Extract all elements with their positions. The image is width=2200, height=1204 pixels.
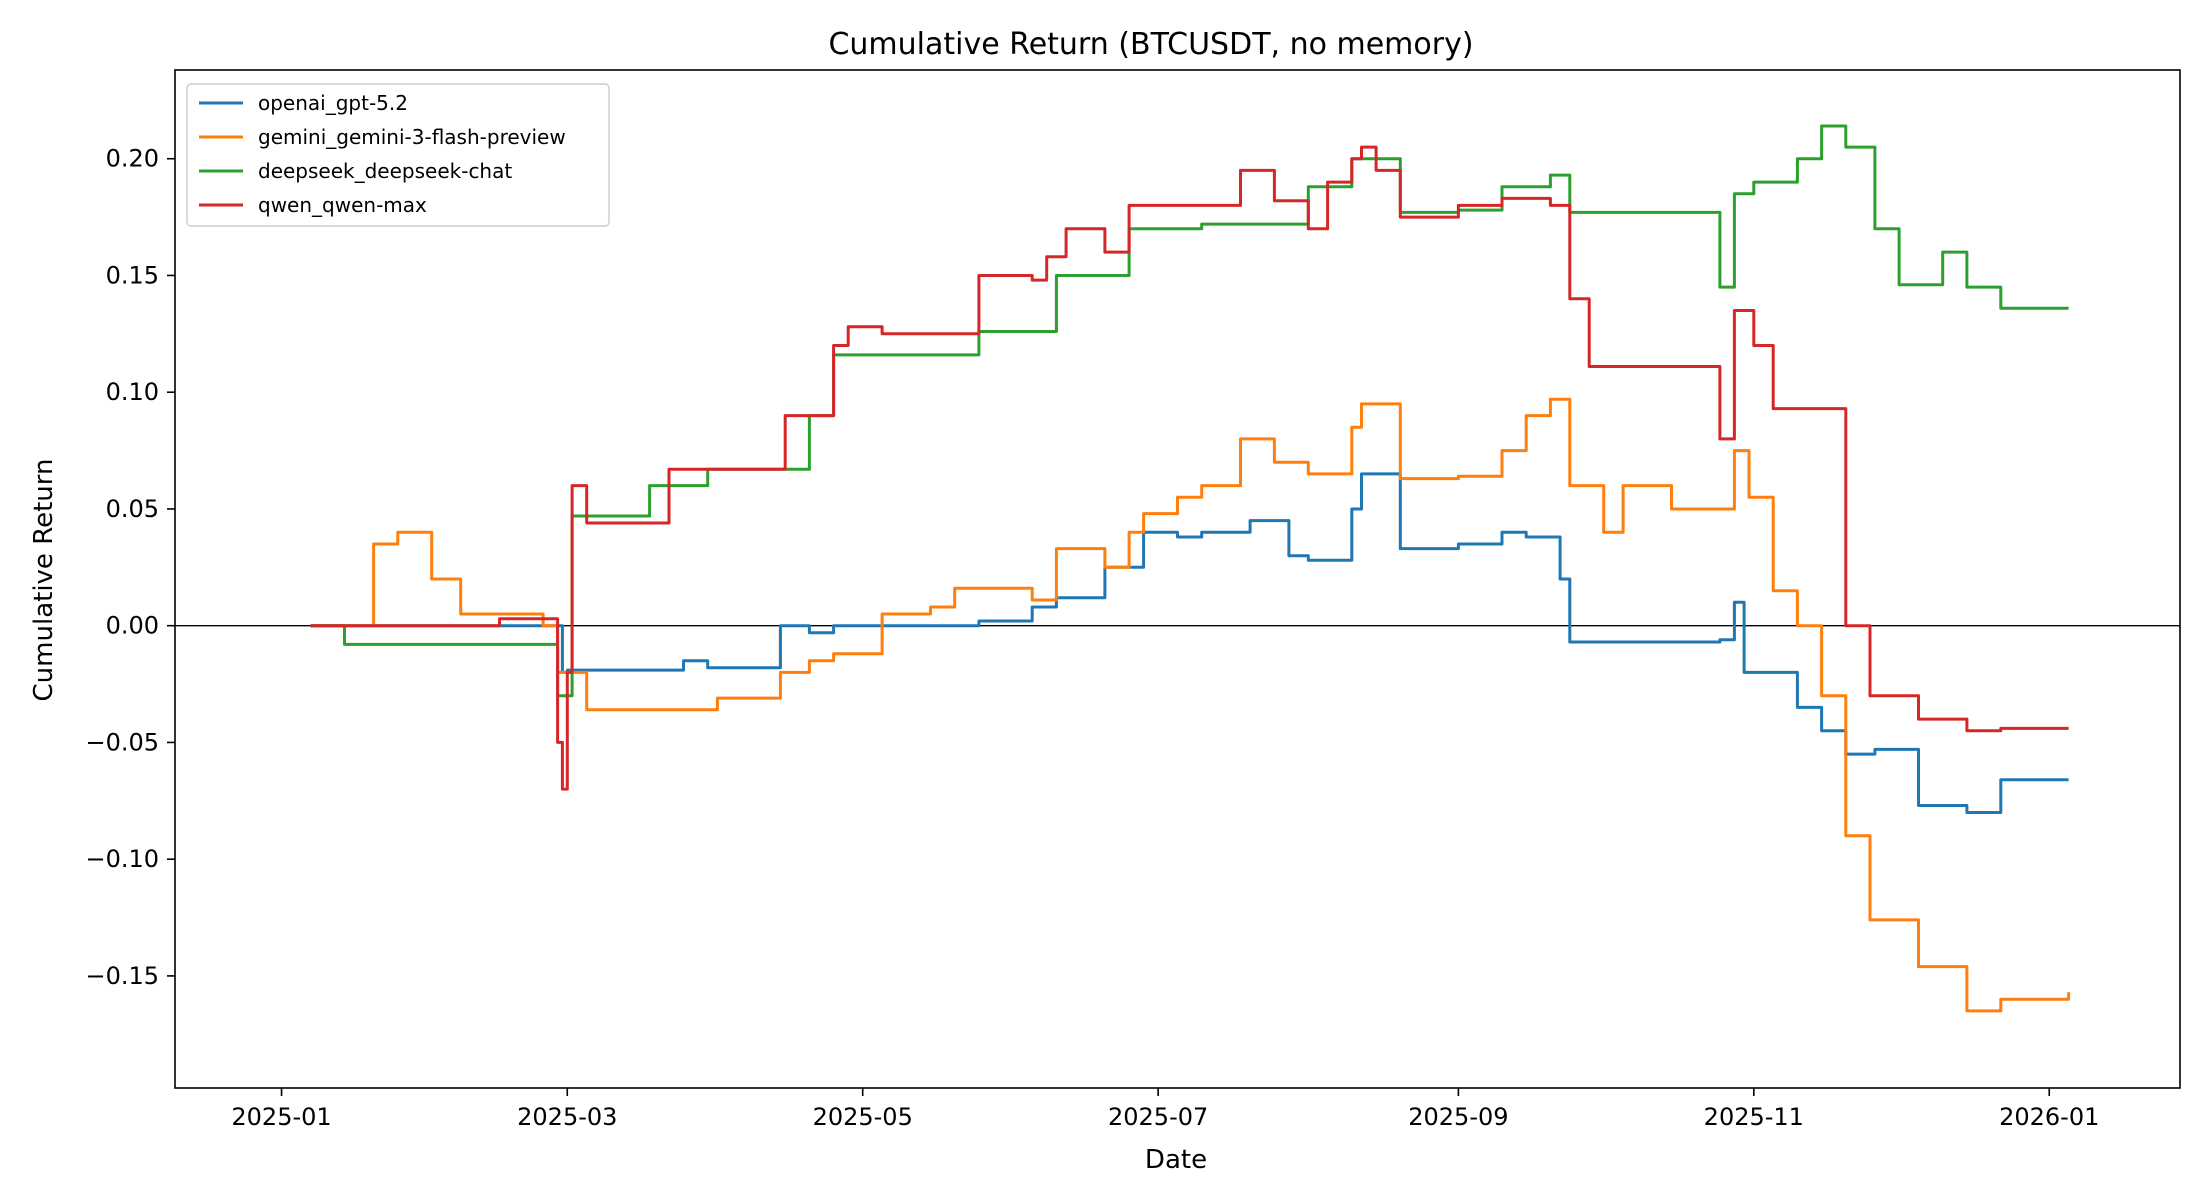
y-tick-label: −0.15 [85,962,159,990]
y-tick-label: 0.00 [106,612,159,640]
legend-entry-label: gemini_gemini-3-flash-preview [258,125,566,149]
x-tick-label: 2025-11 [1704,1103,1804,1131]
x-tick-label: 2025-05 [813,1103,913,1131]
y-tick-label: 0.05 [106,495,159,523]
y-tick-label: −0.10 [85,845,159,873]
y-tick-label: −0.05 [85,728,159,756]
legend-entry-label: openai_gpt-5.2 [258,91,408,115]
series-line-1 [310,397,2071,1013]
x-axis-label: Date [1145,1145,1207,1175]
x-tick-label: 2025-03 [517,1103,617,1131]
legend-entry-label: qwen_qwen-max [258,193,427,217]
chart-title: Cumulative Return (BTCUSDT, no memory) [828,27,1473,62]
legend: openai_gpt-5.2 gemini_gemini-3-flash-prev… [186,83,610,227]
x-tick-label: 2026-01 [1999,1103,2099,1131]
axis-layer: −0.15 −0.10 −0.05 0.00 0.05 0.10 0.15 0.20 2025-… [85,69,2181,1131]
series-layer [310,124,2071,1013]
x-tick-label: 2025-09 [1408,1103,1508,1131]
y-tick-label: 0.20 [106,145,159,173]
legend-entry-label: deepseek_deepseek-chat [258,159,512,183]
y-axis-label: Cumulative Return [29,459,59,702]
series-line-3 [310,145,2069,791]
legend-box [186,83,610,227]
plot-frame [174,69,2181,1089]
x-tick-label: 2025-07 [1108,1103,1208,1131]
y-tick-label: 0.15 [106,261,159,289]
x-tick-label: 2025-01 [231,1103,331,1131]
series-line-0 [310,472,2069,814]
y-tick-label: 0.10 [106,378,159,406]
